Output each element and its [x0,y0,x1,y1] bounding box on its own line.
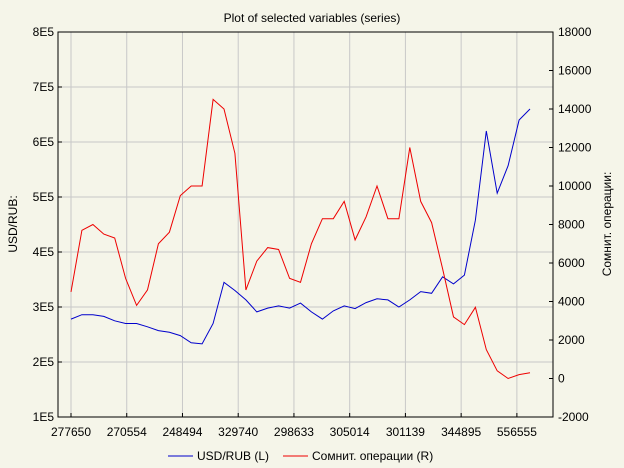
legend: USD/RUB (L) Сомнит. операции (R) [168,449,433,463]
y-right-tick-label: 10000 [558,179,592,193]
legend-label-suspicious-ops: Сомнит. операции (R) [312,449,433,463]
y-left-tick-label: 2E5 [33,355,55,369]
series-line-usd-rub [70,108,531,345]
series-lines [70,98,531,380]
x-tick-label: 344895 [441,425,481,439]
x-tick-label: 270554 [107,425,147,439]
y-left-tick-label: 5E5 [33,190,55,204]
y-left-tick-label: 1E5 [33,410,55,424]
y-right-tick-label: 16000 [558,64,592,78]
grid [58,32,553,417]
y-right-tick-label: 6000 [558,256,585,270]
y-right-tick-label: 8000 [558,218,585,232]
chart-title: Plot of selected variables (series) [224,11,401,25]
y-right-axis-ticks: -2000 0 2000 4000 6000 8000 10000 12000 14000 160… [549,25,592,424]
y-right-tick-label: 18000 [558,25,592,39]
x-axis-ticks: 277650 270554 248494 329740 298633 305014 3011… [51,413,537,439]
y-right-axis-title: Сомнит. операции: [600,172,614,277]
x-tick-label: 298633 [274,425,314,439]
y-right-tick-label: 0 [558,372,565,386]
y-right-tick-label: -2000 [558,410,589,424]
y-left-tick-label: 7E5 [33,80,55,94]
y-left-tick-label: 8E5 [33,25,55,39]
x-tick-label: 301139 [386,425,425,439]
y-left-tick-label: 3E5 [33,300,55,314]
y-left-axis-ticks: 1E5 2E5 3E5 4E5 5E5 6E5 7E5 8E5 [33,25,62,424]
y-right-tick-label: 4000 [558,295,585,309]
plot-frame [57,31,554,418]
x-tick-label: 305014 [330,425,370,439]
y-right-tick-label: 2000 [558,333,585,347]
x-tick-label: 556555 [497,425,537,439]
x-tick-label: 329740 [218,425,258,439]
y-right-tick-label: 14000 [558,102,592,116]
x-tick-label: 277650 [51,425,91,439]
y-left-axis-title: USD/RUB: [6,195,20,252]
y-right-tick-label: 12000 [558,141,592,155]
y-left-tick-label: 6E5 [33,135,55,149]
legend-label-usd-rub: USD/RUB (L) [197,449,269,463]
series-line-suspicious-ops [70,98,531,380]
y-left-tick-label: 4E5 [33,245,55,259]
x-tick-label: 248494 [162,425,202,439]
